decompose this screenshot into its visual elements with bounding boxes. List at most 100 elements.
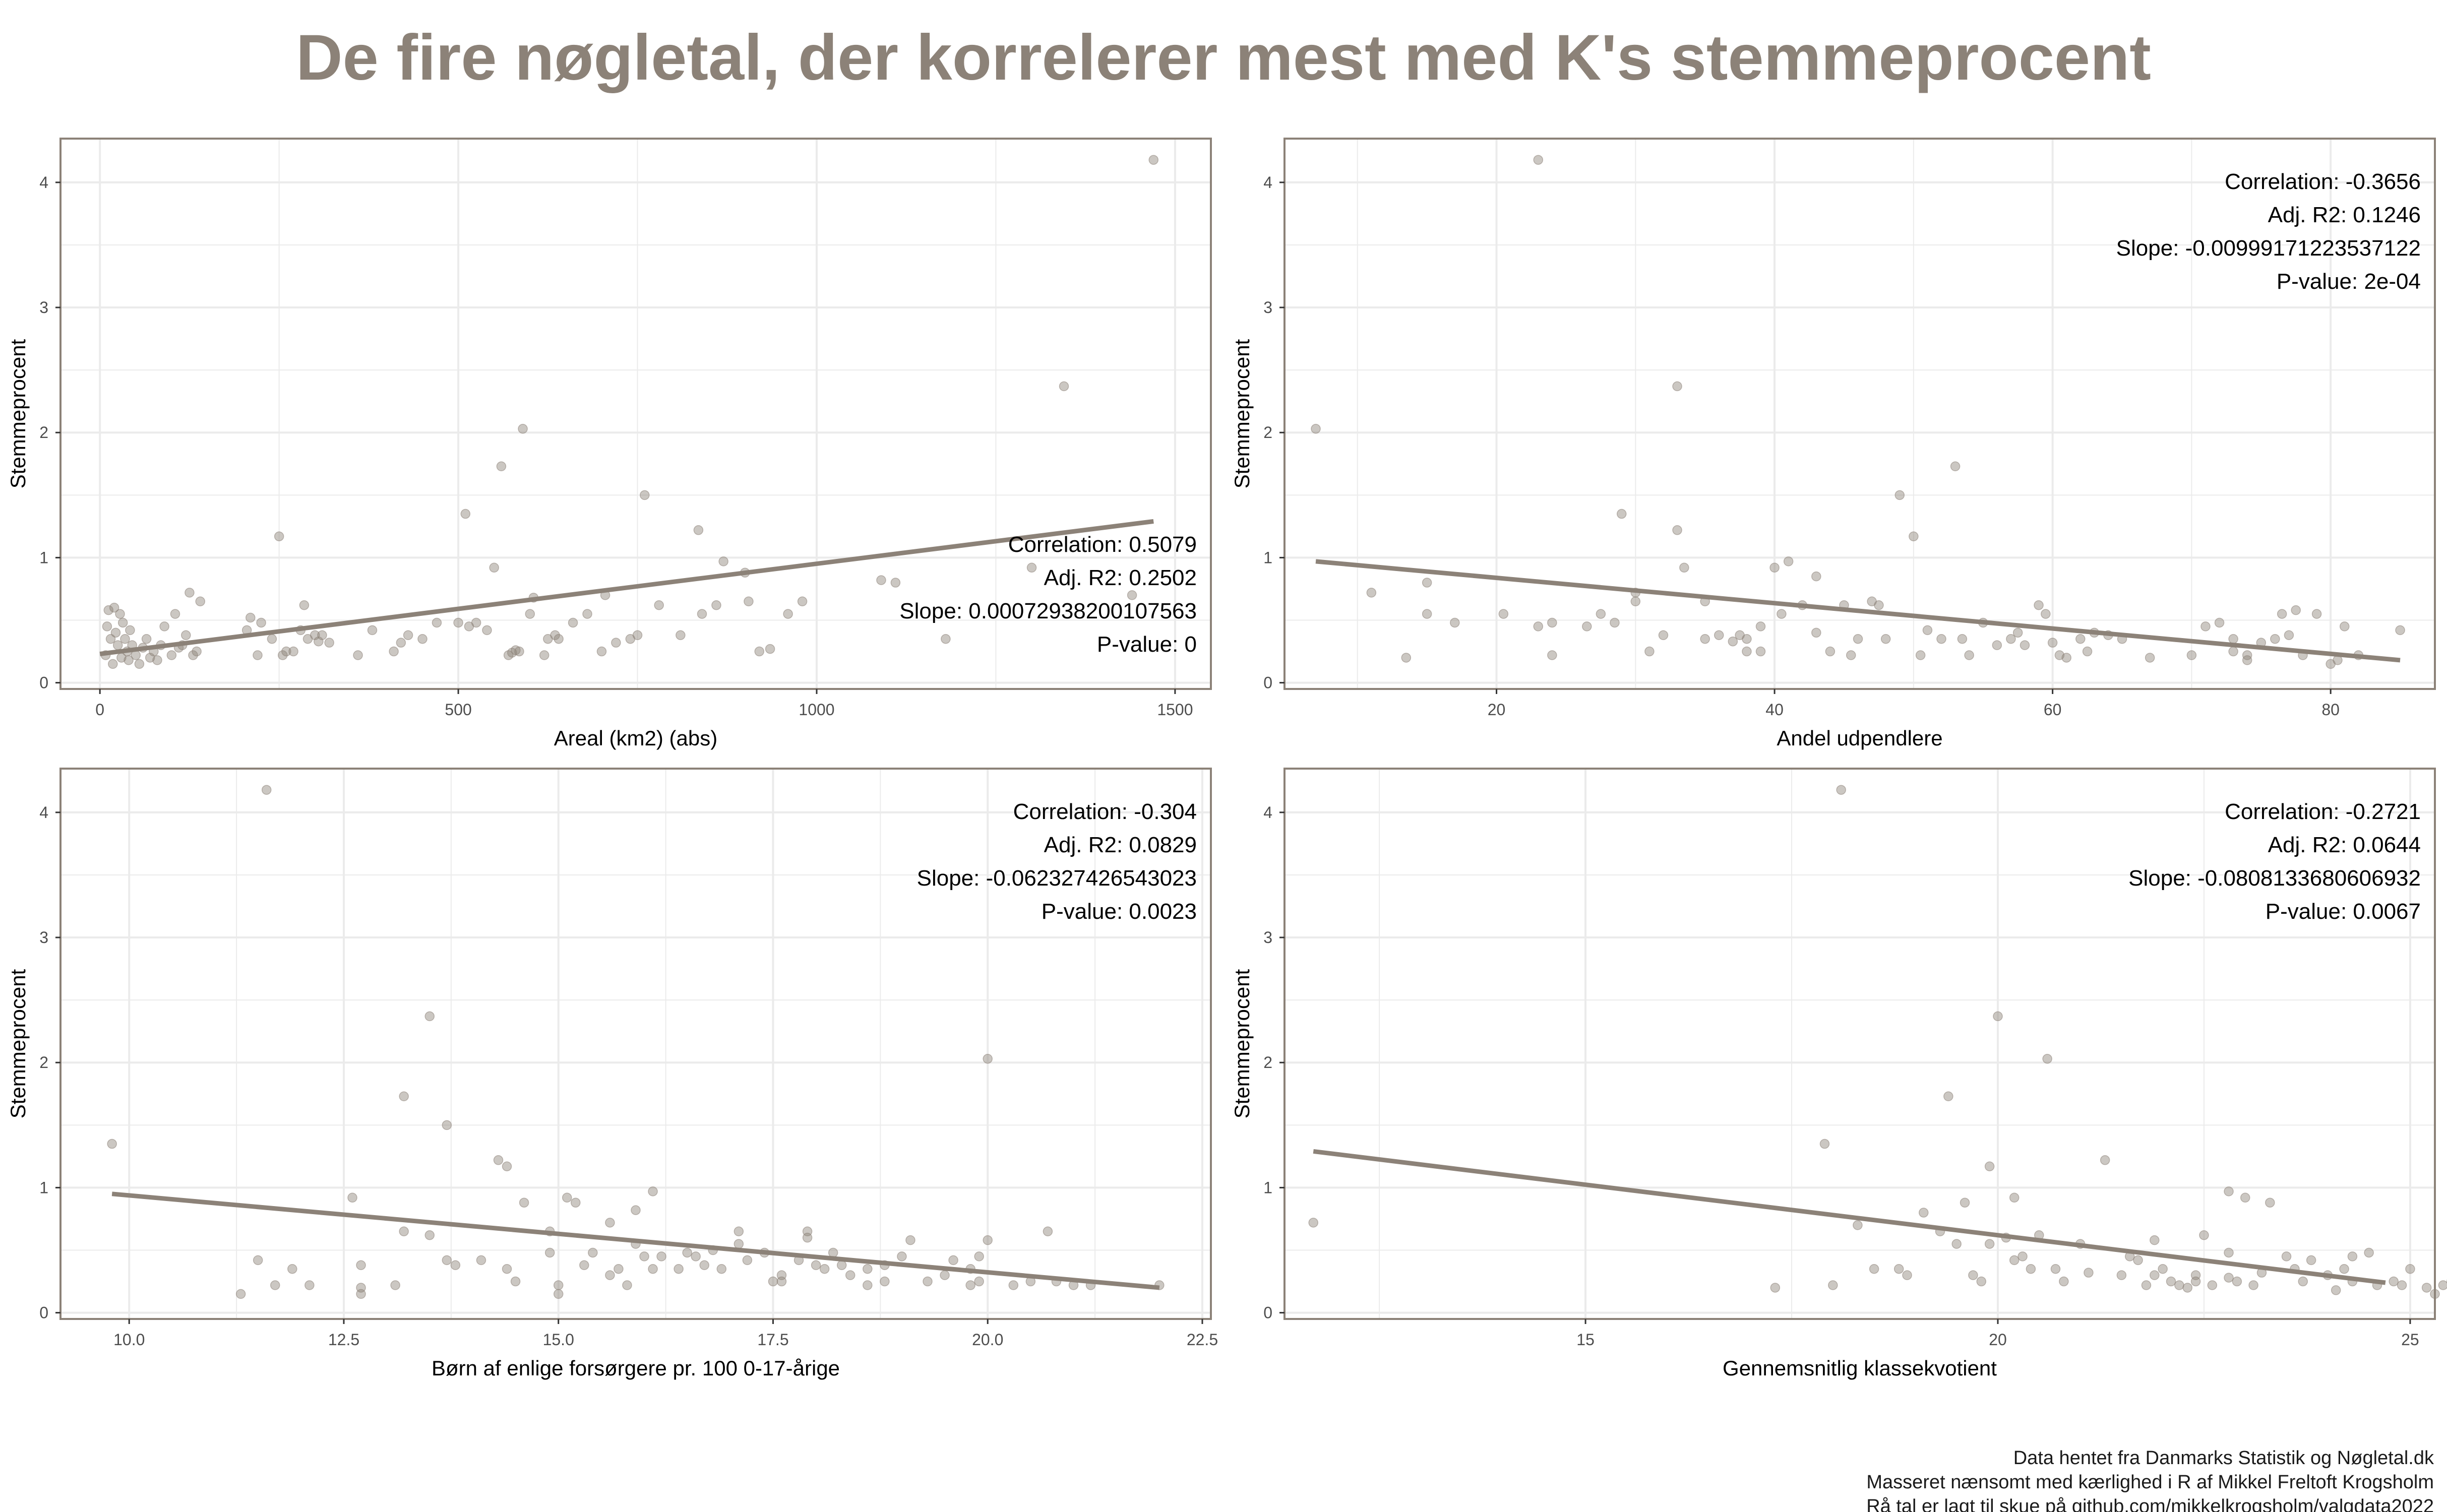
data-point [108, 659, 118, 669]
x-tick-label: 12.5 [328, 1331, 359, 1349]
data-point [107, 1139, 117, 1149]
data-point [614, 1264, 624, 1274]
x-tick-label: 80 [2321, 701, 2340, 719]
data-point [1008, 1280, 1019, 1290]
data-point [2100, 1155, 2110, 1165]
data-point [2281, 1251, 2292, 1262]
data-point [2041, 609, 2051, 619]
data-point [1043, 1226, 1053, 1237]
data-point [2047, 638, 2058, 648]
data-point [983, 1235, 993, 1245]
data-point [1610, 617, 1620, 628]
data-point [1853, 1220, 1863, 1230]
data-point [2158, 1264, 2168, 1274]
data-point [1311, 424, 1321, 434]
data-point [588, 1247, 598, 1258]
data-point [2026, 1264, 2036, 1274]
data-point [417, 634, 427, 644]
data-point [2059, 1276, 2069, 1287]
panel-border [1283, 768, 2436, 1320]
data-point [1533, 621, 1544, 632]
data-point [1909, 531, 1919, 541]
data-point [2405, 1264, 2415, 1274]
data-point [2020, 640, 2030, 650]
data-point [1836, 785, 1846, 795]
data-point [1915, 650, 1926, 660]
data-point [1984, 1239, 1995, 1249]
data-point [1547, 617, 1557, 628]
data-point [2042, 1054, 2052, 1064]
x-tick-label: 25 [2401, 1331, 2419, 1349]
data-point [134, 659, 145, 669]
data-point [2224, 1247, 2234, 1258]
data-point [195, 596, 206, 607]
data-point [783, 609, 793, 619]
data-point [399, 1091, 409, 1101]
data-point [347, 1192, 357, 1203]
data-point [2214, 617, 2225, 628]
data-point [103, 605, 114, 615]
data-point [1742, 634, 1752, 644]
data-point [1672, 525, 1682, 535]
data-point [389, 646, 399, 657]
data-point [897, 1251, 907, 1262]
data-point [1755, 621, 1766, 632]
data-point [110, 627, 121, 638]
data-point [267, 634, 277, 644]
data-point [2012, 627, 2023, 638]
x-tick-label: 15 [1576, 1331, 1595, 1349]
data-point [519, 1198, 529, 1208]
data-point [356, 1289, 366, 1299]
y-tick-label: 0 [1263, 674, 1272, 692]
data-point [304, 1280, 315, 1290]
data-point [2331, 1285, 2341, 1295]
panel-border [59, 768, 1212, 1320]
data-point [754, 646, 765, 657]
panel-border [1283, 138, 2436, 690]
data-point [605, 1218, 615, 1228]
data-point [1846, 650, 1856, 660]
data-point [693, 525, 704, 535]
data-point [141, 634, 152, 644]
data-point [159, 621, 169, 632]
data-point [2034, 600, 2044, 610]
data-point [502, 1161, 512, 1171]
data-point [278, 650, 288, 660]
data-point [2232, 1276, 2242, 1287]
data-point [403, 630, 413, 641]
data-point [2141, 1280, 2152, 1290]
data-point [396, 638, 406, 648]
data-point [1993, 1011, 2003, 1022]
data-point [654, 600, 664, 610]
data-point [518, 424, 528, 434]
data-point [1644, 646, 1655, 657]
data-point [2006, 634, 2016, 644]
panel-4: 15 20 25 0 1 2 3 4 Gennemsnitlig klassekvotient S… [1230, 768, 2447, 1380]
data-point [1919, 1208, 1929, 1218]
data-point [324, 638, 334, 648]
data-point [744, 596, 754, 607]
y-axis-label: Stemmeprocent [6, 339, 30, 488]
data-point [1880, 634, 1891, 644]
data-point [2207, 1280, 2218, 1290]
data-point [579, 1260, 589, 1271]
x-tick-label: 10.0 [113, 1331, 145, 1349]
data-point [115, 609, 125, 619]
data-point [553, 1289, 564, 1299]
y-tick-label: 4 [39, 173, 48, 192]
stats-annotation-2: Adj. R2: 0.0644 [2268, 833, 2421, 857]
data-point [2116, 1270, 2127, 1280]
data-point [287, 1264, 297, 1274]
data-point [571, 1198, 581, 1208]
data-point [1853, 634, 1863, 644]
data-point [550, 630, 560, 641]
data-point [648, 1186, 658, 1196]
stats-annotation-3: Slope: -0.0808133680606932 [2128, 866, 2421, 891]
data-point [356, 1260, 366, 1271]
data-point [390, 1280, 400, 1290]
data-point [568, 617, 578, 628]
data-point [640, 490, 650, 500]
data-point [836, 1260, 847, 1271]
